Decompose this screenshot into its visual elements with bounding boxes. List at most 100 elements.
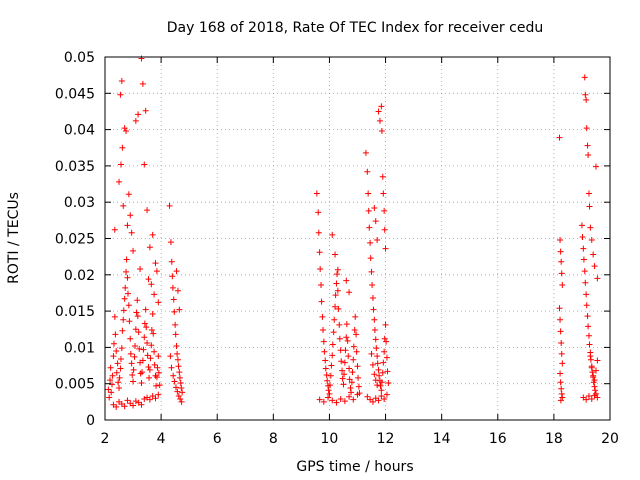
data-point xyxy=(321,348,328,355)
data-point xyxy=(334,287,341,294)
data-point xyxy=(153,382,160,389)
data-point xyxy=(588,395,595,402)
data-point xyxy=(151,348,158,355)
data-point xyxy=(325,387,332,394)
data-point xyxy=(559,281,566,288)
data-point xyxy=(112,331,119,338)
data-point xyxy=(349,369,356,376)
data-point xyxy=(170,372,177,379)
data-point xyxy=(350,396,357,403)
data-point xyxy=(166,202,173,209)
data-point xyxy=(376,117,383,124)
data-point xyxy=(110,340,117,347)
data-point xyxy=(337,395,344,402)
data-point xyxy=(143,324,150,331)
data-point xyxy=(177,395,184,402)
data-point xyxy=(557,316,564,323)
data-point xyxy=(132,342,139,349)
data-point xyxy=(127,212,134,219)
data-point xyxy=(372,218,379,225)
data-point xyxy=(370,306,377,313)
data-point xyxy=(584,313,591,320)
data-point xyxy=(381,226,388,233)
data-point xyxy=(118,345,125,352)
data-point xyxy=(323,371,330,378)
data-point xyxy=(347,385,354,392)
data-point xyxy=(107,377,114,384)
data-point xyxy=(343,321,350,328)
data-point xyxy=(141,395,148,402)
data-point xyxy=(132,326,139,333)
data-point xyxy=(124,397,131,404)
x-tick-labels: 2 4 6 8 10 12 14 16 18 20 xyxy=(101,431,619,447)
data-point xyxy=(327,372,334,379)
data-point xyxy=(328,362,335,369)
data-point xyxy=(172,321,179,328)
data-point xyxy=(149,311,156,318)
data-point xyxy=(378,103,385,110)
data-point xyxy=(353,331,360,338)
data-point xyxy=(152,395,159,402)
data-point xyxy=(354,391,361,398)
data-point xyxy=(176,374,183,381)
data-point xyxy=(369,295,376,302)
data-point xyxy=(134,313,141,320)
x-tick-label: 20 xyxy=(601,431,619,447)
data-point xyxy=(585,393,592,400)
data-point xyxy=(130,402,137,409)
data-point xyxy=(338,358,345,365)
data-point xyxy=(123,128,130,135)
data-point xyxy=(329,397,336,404)
data-point xyxy=(156,382,163,389)
data-point xyxy=(336,321,343,328)
data-point xyxy=(381,335,388,342)
data-point xyxy=(128,229,135,236)
data-point xyxy=(113,348,120,355)
data-point xyxy=(365,190,372,197)
data-point xyxy=(141,161,148,168)
data-point xyxy=(339,375,346,382)
data-point xyxy=(340,381,347,388)
x-tick-label: 14 xyxy=(433,431,451,447)
data-point xyxy=(594,394,601,401)
data-point xyxy=(556,134,563,141)
data-point xyxy=(556,305,563,312)
data-point xyxy=(331,316,338,323)
data-point xyxy=(318,298,325,305)
data-point xyxy=(586,203,593,210)
data-point xyxy=(135,111,142,118)
data-point xyxy=(145,276,152,283)
data-point xyxy=(313,190,320,197)
data-point xyxy=(379,369,386,376)
data-point xyxy=(118,77,125,84)
data-point xyxy=(322,365,329,372)
data-point xyxy=(176,306,183,313)
data-point xyxy=(119,144,126,151)
data-point xyxy=(154,364,161,371)
data-point xyxy=(557,379,564,386)
data-point xyxy=(350,343,357,350)
data-point xyxy=(167,239,174,246)
data-point xyxy=(116,178,123,185)
data-point xyxy=(124,274,131,281)
data-point xyxy=(168,364,175,371)
data-point xyxy=(121,403,128,410)
data-point xyxy=(317,265,324,272)
data-point xyxy=(368,268,375,275)
data-point xyxy=(155,391,162,398)
data-point xyxy=(138,379,145,386)
data-point xyxy=(141,334,148,341)
data-points xyxy=(105,55,601,410)
data-point xyxy=(175,393,182,400)
data-point xyxy=(371,316,378,323)
data-point xyxy=(378,393,385,400)
data-point xyxy=(382,321,389,328)
data-point xyxy=(320,338,327,345)
data-point xyxy=(155,353,162,360)
data-point xyxy=(152,260,159,267)
data-point xyxy=(120,202,127,209)
data-point xyxy=(139,357,146,364)
data-point xyxy=(319,326,326,333)
x-tick-label: 4 xyxy=(157,431,166,447)
